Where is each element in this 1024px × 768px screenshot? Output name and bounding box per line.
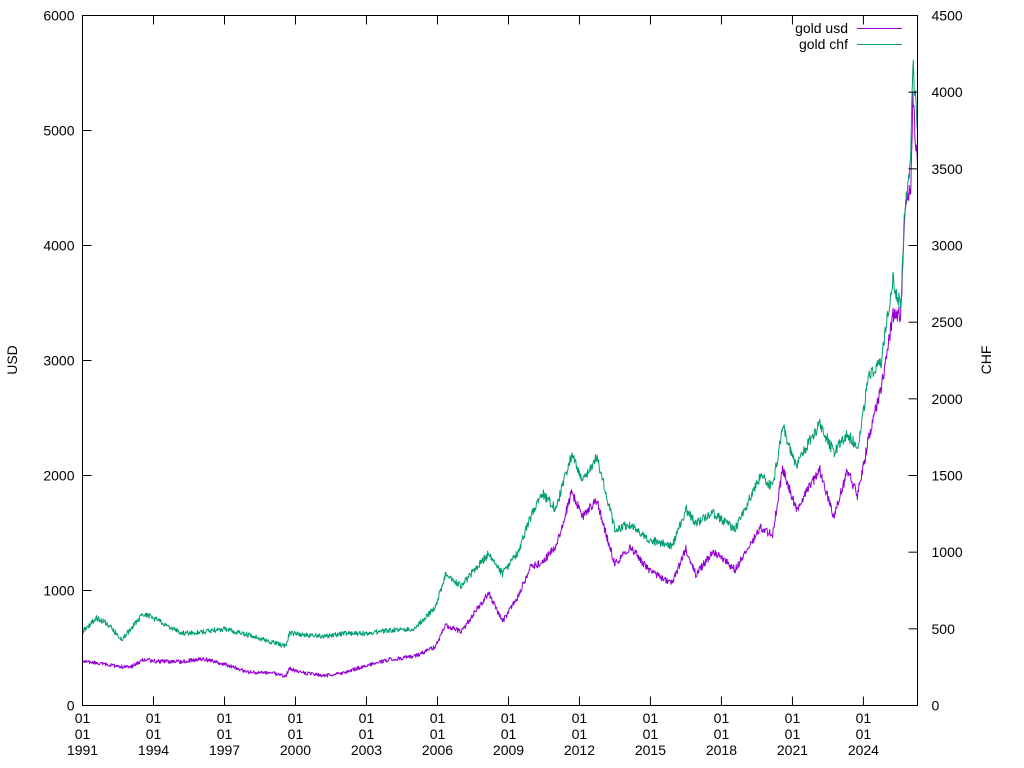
x-tick-label: 1991 [67, 742, 98, 758]
series-layer [82, 59, 918, 678]
y-right-tick-label: 1500 [932, 468, 963, 484]
y-right-tick-label: 4500 [932, 8, 963, 24]
x-tick-label: 2024 [848, 742, 879, 758]
x-tick-label: 01 [501, 710, 517, 726]
y-left-tick-label: 5000 [43, 123, 74, 139]
x-tick-label: 01 [714, 710, 730, 726]
y-right-tick-label: 500 [932, 621, 956, 637]
x-tick-label: 01 [217, 726, 233, 742]
y-left-tick-label: 2000 [43, 468, 74, 484]
x-tick-label: 2000 [280, 742, 311, 758]
legend-label-gold-usd: gold usd [795, 20, 848, 36]
x-tick-label: 2012 [564, 742, 595, 758]
x-tick-label: 01 [359, 710, 375, 726]
x-tick-label: 01 [572, 726, 588, 742]
x-tick-label: 01 [288, 726, 304, 742]
legend-label-gold-chf: gold chf [799, 36, 848, 52]
y-left-tick-label: 0 [67, 698, 75, 714]
x-tick-label: 01 [785, 710, 801, 726]
x-tick-label: 1997 [209, 742, 240, 758]
x-tick-label: 01 [359, 726, 375, 742]
y-right-tick-label: 2000 [932, 391, 963, 407]
y-left-tick-label: 1000 [43, 583, 74, 599]
x-tick-label: 01 [785, 726, 801, 742]
x-tick-label: 01 [643, 710, 659, 726]
legend: gold usd gold chf [795, 20, 902, 52]
y-right-tick-label: 2500 [932, 314, 963, 330]
series-line-gold-usd [82, 91, 918, 678]
plot-frame [82, 15, 918, 706]
x-tick-label: 2009 [493, 742, 524, 758]
x-tick-label: 01 [643, 726, 659, 742]
y-right-tick-label: 1000 [932, 544, 963, 560]
x-tick-label: 2003 [351, 742, 382, 758]
x-tick-label: 01 [146, 710, 162, 726]
x-tick-label: 01 [75, 710, 91, 726]
y-axis-right-label: CHF [978, 346, 994, 375]
x-tick-label: 01 [501, 726, 517, 742]
x-tick-label: 2006 [422, 742, 453, 758]
x-tick-label: 01 [146, 726, 162, 742]
y-right-tick-label: 3500 [932, 161, 963, 177]
x-tick-label: 2018 [706, 742, 737, 758]
x-tick-label: 01 [430, 710, 446, 726]
y-left-tick-label: 3000 [43, 353, 74, 369]
y-right-tick-label: 4000 [932, 84, 963, 100]
x-tick-label: 01 [217, 710, 233, 726]
x-tick-label: 01 [75, 726, 91, 742]
x-tick-label: 01 [856, 726, 872, 742]
x-tick-label: 1994 [138, 742, 169, 758]
x-tick-label: 2015 [635, 742, 666, 758]
y-axis-left-label: USD [4, 345, 20, 375]
y-left-tick-label: 6000 [43, 8, 74, 24]
ticks-layer: 0 1000 2000 3000 4000 5000 6000 0 500 1000 1500 200… [43, 8, 963, 759]
x-tick-label: 01 [714, 726, 730, 742]
y-left-tick-label: 4000 [43, 238, 74, 254]
series-line-gold-chf [82, 59, 918, 649]
x-tick-label: 2021 [777, 742, 808, 758]
x-tick-label: 01 [856, 710, 872, 726]
x-tick-label: 01 [572, 710, 588, 726]
x-tick-label: 01 [288, 710, 304, 726]
x-tick-label: 01 [430, 726, 446, 742]
y-right-tick-label: 0 [932, 698, 940, 714]
y-right-tick-label: 3000 [932, 238, 963, 254]
